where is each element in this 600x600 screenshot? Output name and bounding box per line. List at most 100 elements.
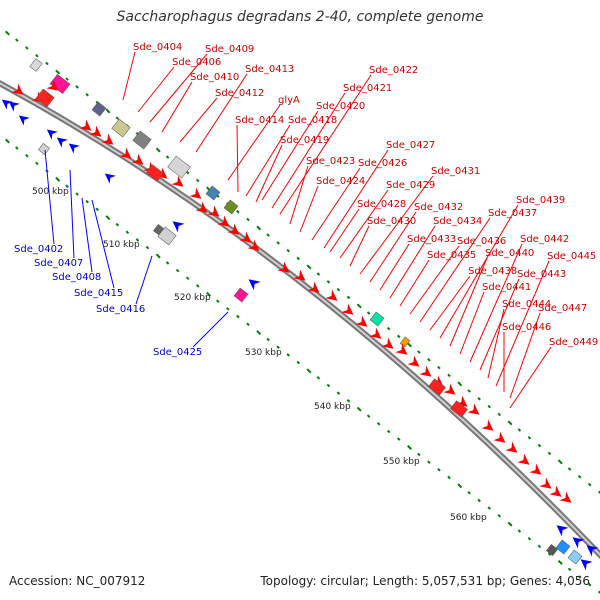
tick-mark	[5, 30, 10, 36]
tick-mark	[266, 337, 270, 342]
tick-mark	[517, 428, 522, 432]
leader-line	[459, 291, 485, 355]
leader-line	[323, 149, 389, 249]
tick-mark	[346, 295, 351, 300]
gene-block-gray	[157, 226, 177, 246]
tick-mark	[386, 326, 391, 331]
tick-mark	[467, 490, 471, 495]
reverse-gene-arrow	[104, 173, 116, 184]
tick-mark	[356, 406, 362, 412]
tick-mark	[115, 116, 120, 120]
tick-mark	[155, 253, 161, 259]
tick-mark	[457, 483, 463, 489]
tick-mark	[25, 153, 29, 158]
forward-gene-label: Sde_0446	[502, 322, 551, 333]
gene-block-gray	[167, 155, 191, 179]
forward-gene-arrow	[227, 223, 240, 235]
gene-block-gray	[546, 544, 558, 556]
tick-mark	[286, 248, 290, 253]
leader-line	[149, 53, 208, 123]
reverse-gene-arrow	[248, 279, 261, 291]
gene-block-slate	[91, 101, 107, 117]
tick-mark	[326, 383, 331, 388]
forward-gene-arrow	[407, 355, 420, 367]
tick-mark	[477, 397, 481, 401]
forward-gene-label: Sde_0433	[407, 234, 456, 245]
forward-gene-label: Sde_0419	[280, 135, 329, 146]
reverse-gene-arrow	[68, 143, 80, 154]
leader-line	[479, 278, 520, 371]
forward-gene-arrow	[101, 133, 114, 145]
tick-mark	[407, 342, 412, 348]
forward-gene-arrow	[217, 215, 230, 227]
forward-gene-label: Sde_0428	[357, 199, 406, 210]
tick-mark	[487, 506, 491, 510]
tick-mark	[105, 108, 111, 114]
forward-gene-label: Sde_0418	[288, 115, 337, 126]
forward-gene-arrow	[307, 281, 320, 293]
tick-mark	[55, 69, 61, 75]
forward-gene-label: Sde_0426	[358, 158, 407, 169]
gene-block-red	[450, 400, 468, 418]
forward-gene-arrow	[171, 175, 184, 187]
leader-line	[179, 97, 218, 143]
reverse-gene-label: Sde_0402	[14, 244, 63, 255]
leader-line	[495, 260, 550, 387]
forward-gene-label: Sde_0436	[457, 236, 506, 247]
forward-gene-label: Sde_0430	[367, 216, 416, 227]
leader-line	[429, 275, 471, 331]
reverse-gene-arrow	[572, 537, 585, 549]
gene-block-gray	[29, 58, 43, 72]
tick-mark	[286, 353, 290, 357]
tick-mark	[437, 365, 441, 370]
forward-gene-label: Sde_0429	[386, 180, 435, 191]
forward-gene-label: Sde_0421	[343, 83, 392, 94]
kbp-label: 530 kbp	[245, 348, 282, 358]
tick-mark	[55, 176, 61, 182]
tick-mark	[35, 53, 39, 58]
forward-gene-arrow	[89, 125, 102, 137]
tick-mark	[547, 552, 552, 556]
forward-gene-label: Sde_0435	[427, 250, 476, 261]
tick-mark	[296, 360, 301, 365]
forward-gene-label: Sde_0420	[316, 101, 365, 112]
tick-mark	[447, 373, 451, 378]
gene-block-blue	[555, 539, 571, 555]
tick-mark	[487, 404, 491, 409]
reverse-gene-label: Sde_0425	[153, 347, 202, 358]
tick-mark	[15, 146, 19, 150]
tick-mark	[577, 474, 582, 479]
leader-line	[91, 199, 115, 289]
tick-mark	[427, 460, 431, 464]
gene-features	[1, 58, 599, 571]
tick-mark	[256, 330, 262, 336]
reverse-gene-label: Sde_0407	[34, 258, 83, 269]
tick-mark	[105, 215, 111, 221]
tick-mark	[85, 92, 89, 97]
tick-mark	[175, 268, 180, 273]
tick-mark	[75, 192, 79, 196]
forward-gene-arrow	[247, 239, 260, 251]
tick-mark	[407, 445, 412, 450]
forward-gene-arrow	[493, 431, 506, 443]
tick-mark	[497, 513, 502, 518]
forward-gene-label: Sde_0409	[205, 44, 254, 55]
leader-line	[469, 243, 523, 363]
tick-mark	[507, 521, 513, 527]
leader-line	[69, 169, 75, 259]
tick-mark	[417, 452, 421, 457]
leader-line	[509, 346, 552, 409]
leader-line	[227, 104, 281, 181]
leader-line	[236, 124, 239, 193]
reverse-gene-arrow	[580, 559, 593, 571]
tick-mark	[457, 381, 463, 387]
tick-mark	[236, 209, 240, 214]
forward-gene-label: Sde_0438	[468, 266, 517, 277]
tick-mark	[336, 287, 341, 292]
leader-line	[44, 149, 55, 245]
leader-line	[419, 217, 491, 323]
gene-block-orange	[399, 336, 411, 348]
kbp-label: 540 kbp	[314, 402, 351, 412]
tick-mark	[336, 391, 341, 395]
